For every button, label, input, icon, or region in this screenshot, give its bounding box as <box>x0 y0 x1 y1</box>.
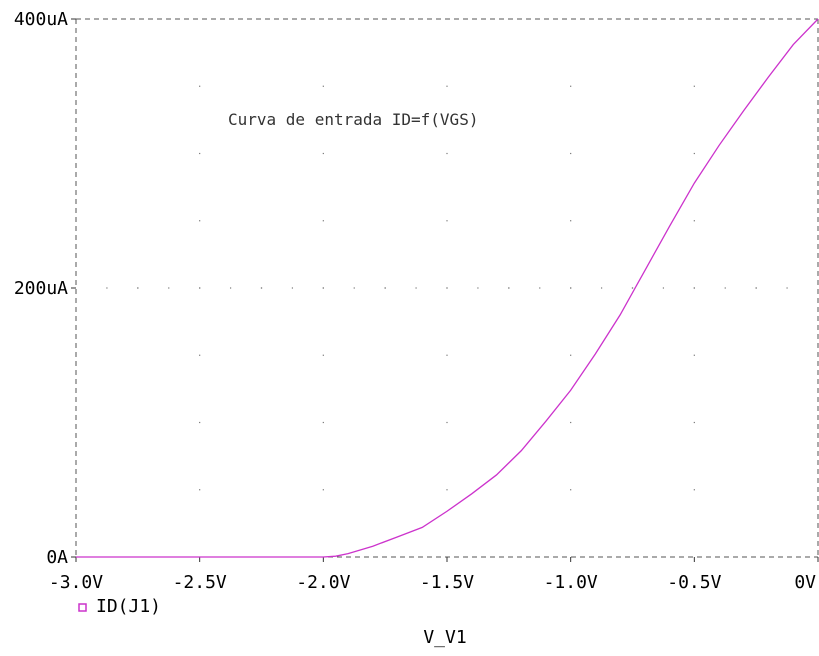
grid-dot <box>570 421 572 424</box>
y-tick-label: 0A <box>46 547 68 568</box>
grid-dot <box>570 85 572 87</box>
grid-dot <box>600 287 603 289</box>
grid-dot <box>446 287 448 289</box>
grid-dot <box>199 85 201 87</box>
grid-dot <box>137 287 139 289</box>
grid-dot <box>199 152 201 155</box>
grid-dot <box>693 287 695 289</box>
grid-dot <box>384 287 386 289</box>
x-tick-label: -1.5V <box>420 572 474 593</box>
x-tick-label: -0.5V <box>667 572 721 593</box>
grid-dot <box>322 421 324 424</box>
grid-dot <box>322 220 324 222</box>
series-line-0 <box>76 18 819 558</box>
legend-marker-icon <box>78 603 87 612</box>
grid-dot <box>786 287 788 289</box>
y-tick-label: 200uA <box>14 278 68 299</box>
grid-dot <box>446 152 448 155</box>
grid-dot <box>168 287 170 289</box>
grid-layer <box>106 85 788 491</box>
grid-dot <box>415 287 417 289</box>
chart-annotation: Curva de entrada ID=f(VGS) <box>228 110 478 129</box>
grid-dot <box>570 287 572 289</box>
grid-dot <box>446 421 448 424</box>
grid-dot <box>570 489 572 491</box>
grid-dot <box>693 354 695 356</box>
grid-dot <box>477 287 479 289</box>
grid-dot <box>570 220 572 222</box>
grid-dot <box>199 220 201 222</box>
grid-dot <box>631 287 634 289</box>
x-tick-label: 0V <box>794 572 816 593</box>
grid-dot <box>693 152 695 155</box>
legend: ID(J1) <box>78 596 161 617</box>
grid-dot <box>199 354 201 356</box>
grid-dot <box>322 152 324 155</box>
x-tick-label: -2.5V <box>173 572 227 593</box>
grid-dot <box>755 287 757 289</box>
y-tick-label: 400uA <box>14 9 68 30</box>
grid-dot <box>693 489 695 491</box>
grid-dot <box>199 489 201 491</box>
series-layer <box>76 18 819 558</box>
grid-dot <box>446 220 448 222</box>
grid-dot <box>693 220 695 222</box>
x-axis-label: V_V1 <box>423 627 466 648</box>
grid-dot <box>229 287 232 289</box>
grid-dot <box>322 489 324 491</box>
x-tick-label: -3.0V <box>49 572 103 593</box>
grid-dot <box>508 287 510 289</box>
grid-dot <box>322 85 324 87</box>
legend-entry-id-j1: ID(J1) <box>96 596 161 617</box>
grid-dot <box>662 287 665 289</box>
grid-dot <box>570 152 572 155</box>
grid-dot <box>446 85 448 87</box>
grid-dot <box>446 354 448 356</box>
grid-dot <box>539 287 541 289</box>
grid-dot <box>199 421 201 424</box>
grid-dot <box>693 421 695 424</box>
grid-dot <box>322 354 324 356</box>
x-tick-label: -1.0V <box>544 572 598 593</box>
grid-dot <box>291 287 294 289</box>
grid-dot <box>322 287 324 289</box>
grid-dot <box>570 354 572 356</box>
grid-dot <box>724 287 726 289</box>
grid-dot <box>260 287 263 289</box>
axes-layer <box>71 18 819 562</box>
grid-dot <box>353 287 355 289</box>
tick-label-layer: -3.0V -2.5V -2.0V -1.5V -1.0V -0.5V 0V 0A 200uA 4… <box>14 9 816 593</box>
grid-dot <box>106 287 108 289</box>
grid-dot <box>446 489 448 491</box>
x-tick-label: -2.0V <box>296 572 350 593</box>
grid-dot <box>199 287 201 289</box>
grid-dot <box>693 85 695 87</box>
